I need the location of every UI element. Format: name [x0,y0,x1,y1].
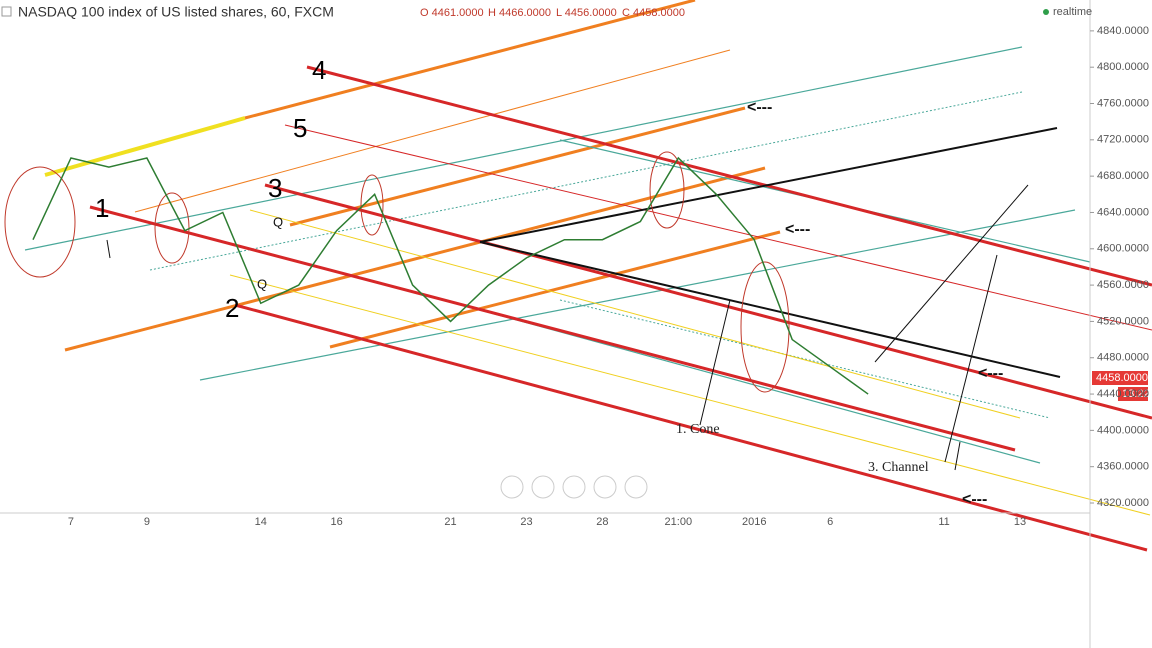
x-tick-label: 16 [331,516,343,528]
y-tick-label: 4600.0000 [1097,243,1149,255]
label: 3 [268,173,282,203]
label: 5 [293,113,307,143]
high: H 4466.0000 [488,7,551,19]
y-tick-label: 4720.0000 [1097,134,1149,146]
y-tick-label: 4560.0000 [1097,279,1149,291]
label: 1 [95,193,109,223]
x-tick-label: 7 [68,516,74,528]
x-tick-label: 6 [827,516,833,528]
arrow-label: <--- [962,491,987,508]
x-tick-label: 28 [596,516,608,528]
countdown: 13:22 [1122,388,1150,400]
y-tick-label: 4800.0000 [1097,61,1149,73]
channel-label: 3. Channel [868,460,929,475]
x-tick-label: 13 [1014,516,1026,528]
price-tag [1092,371,1148,385]
nav-buttons [500,475,648,499]
arrow-label: <--- [785,221,810,238]
label: 2 [225,293,239,323]
open: O 4461.0000 [420,7,484,19]
scroll-left[interactable] [500,475,524,499]
y-tick-label: 4480.0000 [1097,352,1149,364]
countdown-tag [1118,387,1148,401]
status-dot [1043,9,1049,15]
q-label: Q [273,214,283,229]
x-tick-label: 21 [444,516,456,528]
y-tick-label: 4320.0000 [1097,497,1149,509]
x-tick-label: 14 [255,516,267,528]
y-tick-label: 4760.0000 [1097,97,1149,109]
trend-lines [4,0,1152,552]
y-tick-label: 4680.0000 [1097,170,1149,182]
x-tick-label: 21:00 [665,516,693,528]
zoom-in[interactable] [593,475,617,499]
x-tick-label: 23 [520,516,532,528]
reset[interactable] [562,475,586,499]
cone-label: 1. Cone [676,422,720,437]
arrow-label: <--- [747,99,772,116]
y-tick-label: 4440.0000 [1097,388,1149,400]
collapse-icon[interactable] [1,6,12,17]
x-tick-label: 9 [144,516,150,528]
zoom-out[interactable] [531,475,555,499]
y-tick-label: 4640.0000 [1097,206,1149,218]
status: realtime [1053,6,1092,18]
x-tick-label: 11 [938,516,949,528]
q-label: Q [257,276,267,291]
low: L 4456.0000 [556,7,617,19]
arrow-label: <--- [978,365,1003,382]
y-tick-label: 4400.0000 [1097,424,1149,436]
price-line [32,156,869,395]
scroll-right[interactable] [624,475,648,499]
label: 4 [312,55,326,85]
last-price: 4458.0000 [1096,372,1148,384]
y-tick-label: 4360.0000 [1097,461,1149,473]
y-tick-label: 4520.0000 [1097,315,1149,327]
x-tick-label: 2016 [742,516,766,528]
chart-title: NASDAQ 100 index of US listed shares, 60… [18,4,334,20]
close: C 4458.0000 [622,7,685,19]
y-tick-label: 4840.0000 [1097,25,1149,37]
